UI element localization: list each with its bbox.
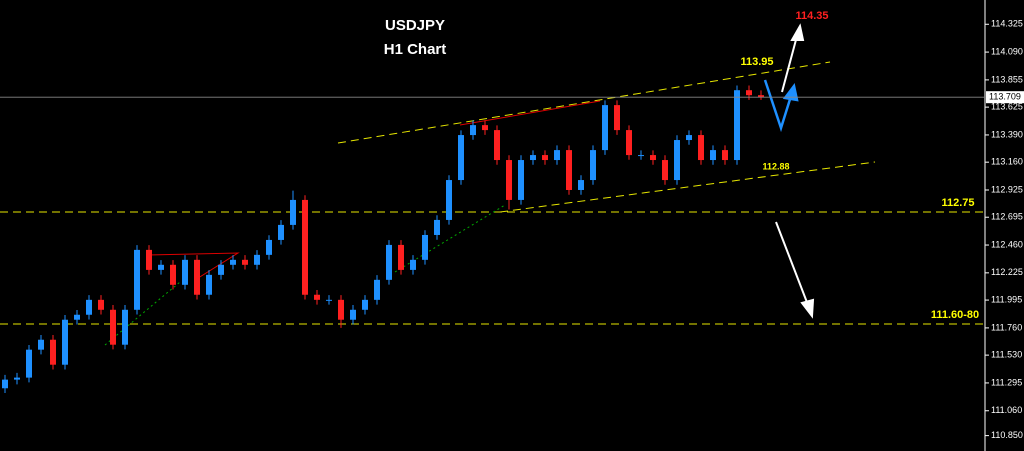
candle-body: [758, 95, 764, 98]
candle-body: [410, 259, 416, 270]
y-tick-label: 112.695: [991, 212, 1023, 222]
candle-body: [362, 299, 368, 310]
y-tick-label: 112.925: [991, 184, 1023, 194]
candle-body: [110, 309, 116, 345]
candle-body: [506, 160, 512, 200]
candle-body: [134, 249, 140, 310]
candle-body: [710, 150, 716, 161]
candle-body: [74, 314, 80, 320]
y-tick-label: 112.460: [991, 239, 1023, 249]
candle-body: [194, 259, 200, 295]
annotation: 111.60-80: [931, 309, 979, 321]
candle-body: [386, 244, 392, 280]
y-tick-label: 110.850: [991, 430, 1023, 440]
candle-body: [278, 224, 284, 240]
candle-body: [254, 254, 260, 265]
candle-body: [650, 155, 656, 161]
candle-body: [566, 150, 572, 190]
candle-body: [398, 244, 404, 270]
candle-body: [326, 299, 332, 301]
candle-body: [698, 135, 704, 161]
candle-body: [734, 90, 740, 161]
green-line: [104, 281, 181, 346]
candle-body: [26, 349, 32, 378]
candle-body: [98, 299, 104, 310]
candle-body: [542, 155, 548, 161]
candle-body: [38, 339, 44, 350]
candle-body: [662, 160, 668, 181]
candle-body: [182, 259, 188, 285]
candle-body: [614, 105, 620, 131]
chart-subtitle: H1 Chart: [384, 41, 447, 58]
y-tick-label: 111.060: [991, 405, 1022, 415]
candle-body: [374, 279, 380, 300]
y-tick-label: 113.625: [991, 102, 1023, 112]
last-price-box: [986, 91, 1024, 104]
candle-body: [674, 140, 680, 181]
candle-body: [422, 234, 428, 260]
candle-body: [314, 294, 320, 300]
annotation: 112.88: [762, 161, 789, 171]
candle-body: [290, 199, 296, 225]
candle-body: [470, 125, 476, 136]
annotation: 113.95: [740, 56, 773, 68]
candle-body: [50, 339, 56, 365]
candle-body: [62, 319, 68, 365]
last-price-label: 113.709: [989, 92, 1021, 102]
candle-body: [170, 264, 176, 285]
candle-body: [302, 199, 308, 295]
candle-body: [578, 180, 584, 190]
y-tick-label: 113.160: [991, 157, 1023, 167]
candle-body: [482, 125, 488, 131]
channel-top: [337, 61, 831, 144]
y-tick-label: 114.325: [991, 19, 1023, 29]
candle-body: [554, 150, 560, 161]
candle-body: [494, 130, 500, 161]
candle-body: [434, 219, 440, 235]
candle-body: [518, 160, 524, 200]
candle-body: [602, 105, 608, 151]
candle-body: [2, 379, 8, 389]
candle-body: [626, 130, 632, 156]
candle-body: [746, 90, 752, 96]
candle-body: [686, 135, 692, 141]
candle-body: [530, 155, 536, 161]
y-tick-label: 114.090: [991, 46, 1023, 56]
arrows: [775, 23, 815, 319]
candle-body: [218, 264, 224, 275]
y-tick-label: 112.225: [991, 267, 1023, 277]
red-trendline: [459, 100, 601, 126]
candle-body: [86, 299, 92, 315]
y-tick-label: 111.995: [991, 294, 1022, 304]
candle-body: [266, 239, 272, 255]
chart-title: USDJPY: [385, 17, 445, 34]
candle-body: [722, 150, 728, 161]
candle-body: [446, 180, 452, 220]
channel-bottom: [499, 161, 876, 213]
candle-body: [338, 299, 344, 320]
y-tick-label: 111.760: [991, 322, 1022, 332]
annotation: 114.35: [795, 10, 828, 22]
candle-body: [158, 264, 164, 270]
candle-body: [638, 155, 644, 157]
candle-body: [590, 150, 596, 181]
annotation: 112.75: [941, 197, 974, 209]
y-tick-label: 111.295: [991, 377, 1022, 387]
y-tick-label: 111.530: [991, 349, 1022, 359]
candle-body: [458, 135, 464, 181]
blue-arrow: [763, 79, 799, 133]
y-tick-label: 113.390: [991, 129, 1023, 139]
candle-body: [350, 309, 356, 320]
candle-body: [146, 249, 152, 270]
y-tick-label: 113.855: [991, 74, 1023, 84]
candle-body: [242, 259, 248, 265]
candle-body: [230, 259, 236, 265]
candle-body: [14, 377, 20, 380]
candle-body: [206, 274, 212, 295]
candle-body: [122, 309, 128, 345]
